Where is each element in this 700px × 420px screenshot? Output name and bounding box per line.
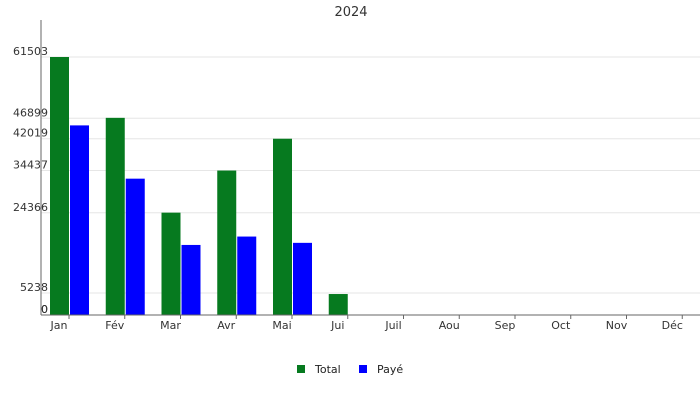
y-tick-label: 0 [41,303,48,316]
x-tick-label: Jui [330,319,344,332]
axes [40,20,700,316]
bar-0-5 [328,294,348,315]
bar-0-1 [105,117,125,315]
legend-item-0: Total [297,363,341,376]
x-tick-label: Déc [662,319,683,332]
y-tick-label: 34437 [13,159,48,172]
legend-item-1: Payé [359,363,403,376]
bar-0-3 [217,170,237,315]
chart-title: 2024 [334,5,367,20]
bar-0-2 [161,212,181,315]
legend-label: Total [314,363,341,376]
y-tick-label: 42019 [13,127,48,140]
x-tick-label: Sep [495,319,516,332]
y-tick-label: 0 [41,303,48,316]
x-tick-label: Nov [606,319,628,332]
x-tick-label: Jan [50,319,68,332]
legend-swatch [359,365,367,373]
x-tick-label: Juil [384,319,401,332]
legend: Total Payé [297,363,403,376]
y-tick-label: 61503 [13,45,48,58]
bar-1-0 [70,125,89,315]
bars [50,57,348,315]
x-tick-label: Fév [105,319,124,332]
x-tick-label: Oct [551,319,571,332]
bar-1-4 [293,242,312,315]
bar-0-0 [50,57,69,315]
bar-1-1 [125,178,145,315]
y-tick-label: 24366 [13,201,48,214]
x-tick-label: Aou [439,319,460,332]
bar-1-3 [237,236,257,315]
legend-label: Payé [377,363,403,376]
legend-swatch [297,365,305,373]
x-tick-label: Avr [217,319,235,332]
x-axis-ticks: Jan Fév Mar Avr Mai Jui Juil Aou Sep Oct Nov Déc [50,315,683,332]
bar-0-4 [273,138,292,315]
x-tick-label: Mar [160,319,181,332]
y-tick-label: 46899 [13,106,48,119]
bar-1-2 [181,244,201,315]
y-tick-label: 5238 [20,281,48,294]
x-tick-label: Mai [272,319,291,332]
